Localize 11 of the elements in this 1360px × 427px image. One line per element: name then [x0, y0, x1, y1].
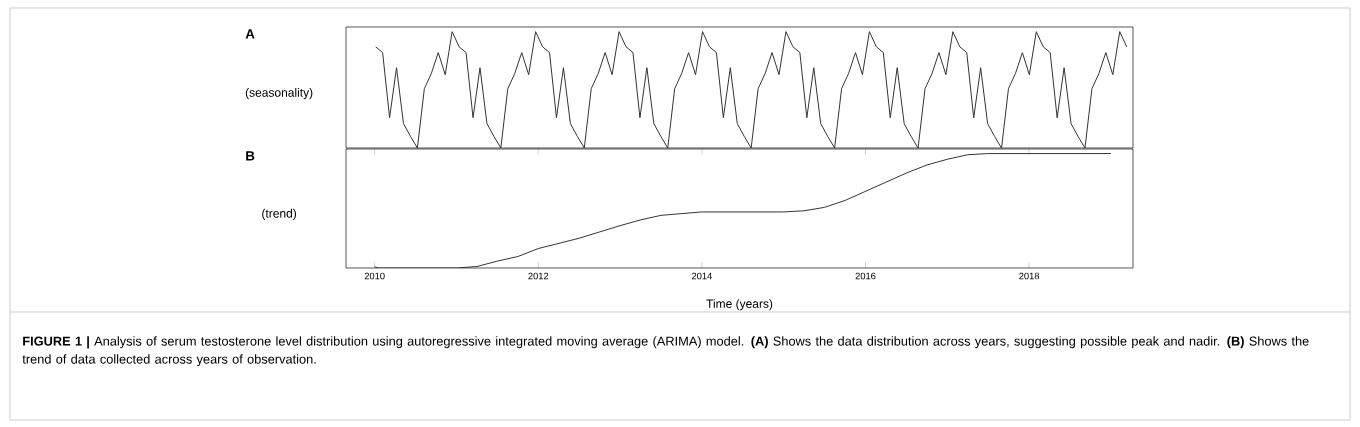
y-axis-title: (trend) — [262, 208, 297, 221]
y-axis-title: (seasonality) — [245, 87, 313, 100]
text: A — [245, 29, 255, 39]
text: B — [246, 151, 255, 161]
text: FIGURE 1 | Analysis of serum testosterone level distribution using autoregressive integrated moving average (ARIMA) model. (A) Shows the data distribution across years, suggesting possible peak and nadir. (B) Shows the trend of data collected across years of observation. — [22, 336, 1309, 367]
x-tick-label: 2014 — [691, 272, 712, 280]
x-tick-label: 2010 — [364, 272, 385, 280]
x-tick-label: 2016 — [855, 272, 876, 280]
x-tick-label: 2012 — [528, 272, 549, 280]
x-axis-title: Time (years) — [706, 299, 773, 311]
x-tick-label: 2018 — [1019, 272, 1040, 280]
